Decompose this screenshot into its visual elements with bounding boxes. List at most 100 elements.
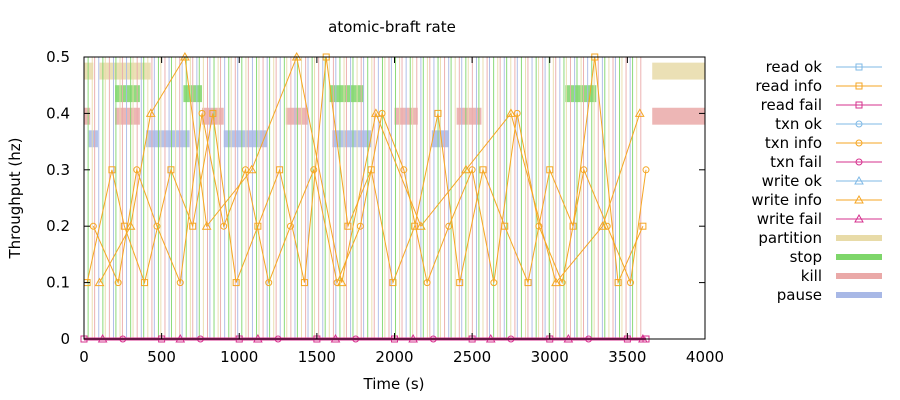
kill-band-0 <box>84 107 91 125</box>
read-info-point-16 <box>434 109 442 117</box>
txn-info-point-22 <box>580 166 588 174</box>
write-info-point-10 <box>461 164 471 174</box>
legend-item-pause: pause <box>777 286 882 304</box>
write-info-series <box>94 51 645 287</box>
legend-label-read-info: read info <box>755 77 822 95</box>
txn-info-point-12 <box>356 222 364 230</box>
pause-band-3 <box>332 130 372 148</box>
txn-info-point-25 <box>642 166 650 174</box>
legend-label-write-ok: write ok <box>762 172 823 190</box>
legend-label-read-fail: read fail <box>761 96 822 114</box>
x-tick-label-3: 1500 <box>298 348 336 366</box>
txn-info-line <box>92 111 647 285</box>
legend-item-read-info: read info <box>755 77 882 95</box>
txn-info-point-15 <box>423 279 431 287</box>
txn-info-point-14 <box>400 166 408 174</box>
legend-label-stop: stop <box>790 248 822 266</box>
txn-info-point-10 <box>310 166 318 174</box>
txn-info-point-11 <box>333 279 341 287</box>
read-info-point-7 <box>232 279 240 287</box>
legend-item-read-ok: read ok <box>766 58 882 76</box>
write-info-point-11 <box>506 108 516 117</box>
read-info-point-6 <box>209 109 217 117</box>
y-tick-label-5: 0.5 <box>46 48 70 66</box>
y-axis-label: Throughput (hz) <box>6 138 24 260</box>
legend-item-partition: partition <box>758 229 882 247</box>
write-info-point-5 <box>246 164 257 174</box>
kill-band-5 <box>456 107 482 125</box>
partition-band-1 <box>99 62 151 80</box>
legend-label-txn-ok: txn ok <box>775 115 822 133</box>
read-info-point-18 <box>479 166 487 174</box>
x-tick-label-6: 3000 <box>531 348 569 366</box>
x-tick-label-2: 1000 <box>220 348 258 366</box>
read-info-point-3 <box>141 279 149 287</box>
legend-item-txn-ok: txn ok <box>775 115 882 133</box>
txn-info-point-17 <box>468 166 476 174</box>
legend-marker-txn-fail <box>855 158 863 166</box>
read-info-point-25 <box>639 222 647 230</box>
legend-label-pause: pause <box>777 286 822 304</box>
read-info-series <box>83 53 647 287</box>
read-info-point-9 <box>276 166 284 174</box>
legend-label-txn-fail: txn fail <box>770 153 822 171</box>
txn-info-point-16 <box>445 222 453 230</box>
write-info-point-2 <box>145 108 156 117</box>
write-info-point-0 <box>94 277 105 287</box>
txn-info-point-3 <box>153 222 161 230</box>
x-tick-label-4: 2000 <box>375 348 413 366</box>
txn-info-point-8 <box>265 279 273 287</box>
x-tick-label-0: 0 <box>79 348 89 366</box>
kill-band-3 <box>285 107 308 125</box>
kill-band-1 <box>115 107 140 125</box>
y-tick-label-1: 0.1 <box>46 274 70 292</box>
write-info-point-4 <box>201 221 212 230</box>
pause-band-0 <box>88 130 98 148</box>
stop-band-0 <box>115 85 140 103</box>
legend-label-write-info: write info <box>751 191 822 209</box>
txn-info-point-7 <box>241 166 249 174</box>
x-tick-label-7: 3500 <box>608 348 646 366</box>
txn-info-series <box>89 109 650 287</box>
txn-info-point-6 <box>220 222 228 230</box>
y-axis-ticks: 0 0.1 0.2 0.3 0.4 0.5 <box>46 48 705 348</box>
partition-band-2 <box>652 62 705 80</box>
read-info-point-12 <box>344 222 352 230</box>
y-tick-label-3: 0.3 <box>46 161 70 179</box>
read-info-point-1 <box>108 166 116 174</box>
x-axis-label: Time (s) <box>363 375 425 393</box>
x-axis-ticks: 0 500 1000 1500 2000 2500 3000 3500 4000 <box>79 57 724 366</box>
read-info-point-13 <box>367 166 375 174</box>
read-info-point-10 <box>300 279 308 287</box>
txn-info-point-20 <box>535 222 543 230</box>
legend-marker-write-ok <box>854 175 864 185</box>
y-tick-label-4: 0.4 <box>46 104 70 122</box>
legend-item-kill: kill <box>801 267 882 285</box>
legend-item-stop: stop <box>790 248 882 266</box>
txn-info-point-2 <box>133 166 141 174</box>
write-info-point-8 <box>371 108 381 117</box>
legend-marker-write-fail <box>854 213 864 223</box>
pause-band-1 <box>146 130 190 148</box>
legend-marker-txn-ok <box>855 120 863 128</box>
txn-info-point-21 <box>558 279 566 287</box>
txn-info-point-18 <box>490 279 498 287</box>
read-info-point-20 <box>524 279 532 287</box>
read-info-point-14 <box>389 279 397 287</box>
write-info-point-7 <box>336 277 347 287</box>
txn-info-point-13 <box>378 109 386 117</box>
x-tick-label-1: 500 <box>147 348 176 366</box>
partition-band-0 <box>84 62 94 80</box>
txn-info-point-9 <box>286 222 294 230</box>
write-info-point-9 <box>416 221 426 230</box>
x-tick-label-5: 2500 <box>453 348 491 366</box>
legend-item-txn-fail: txn fail <box>770 153 882 171</box>
read-info-point-17 <box>456 279 464 287</box>
txn-info-point-19 <box>513 109 521 117</box>
legend-marker-txn-info <box>855 139 863 147</box>
txn-info-point-0 <box>89 222 97 230</box>
legend-item-write-fail: write fail <box>757 210 882 228</box>
legend-label-kill: kill <box>801 267 822 285</box>
legend-marker-read-info <box>855 82 863 90</box>
